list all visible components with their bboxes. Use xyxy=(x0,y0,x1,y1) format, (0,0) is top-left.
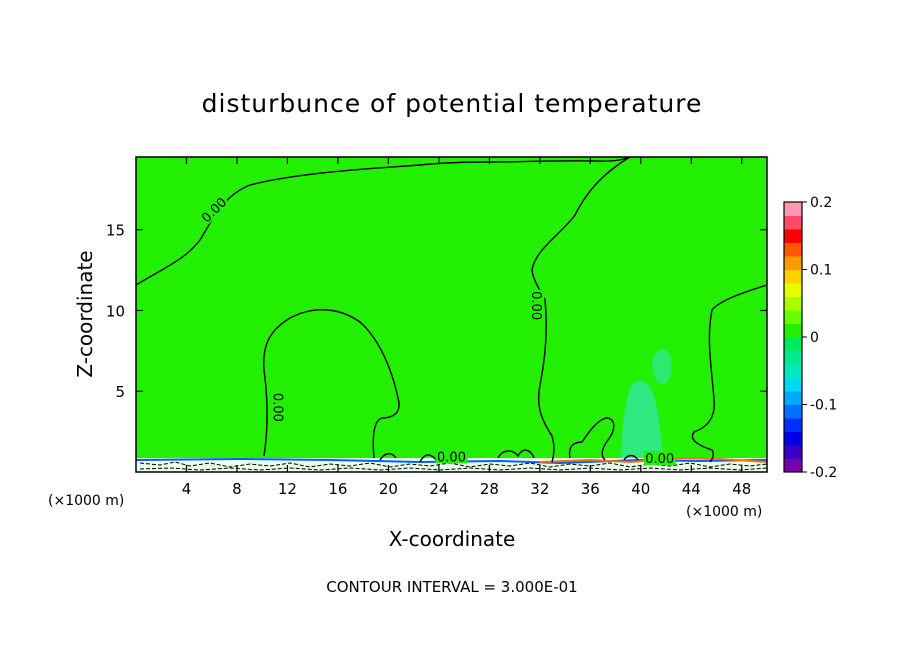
colorbar-tick-label: -0.2 xyxy=(810,465,837,481)
colorbar-swatch xyxy=(784,296,802,311)
surface-blue-line xyxy=(135,457,768,465)
colorbar-swatch xyxy=(784,269,802,284)
x-axis-title: X-coordinate xyxy=(389,527,516,551)
colorbar: 0.2 0.1 0 -0.1 -0.2 xyxy=(783,195,837,481)
colorbar-swatch xyxy=(784,256,802,270)
contour-center xyxy=(531,156,631,463)
y-axis-title: Z-coordinate xyxy=(73,250,97,377)
colorbar-swatch xyxy=(784,418,802,432)
colorbar-swatch xyxy=(784,445,802,459)
contour-label-bg xyxy=(530,289,545,322)
x-tick-label: 8 xyxy=(232,480,242,498)
colorbar-swatch xyxy=(784,431,802,446)
contour-label-bg xyxy=(435,449,468,464)
y-tick-label: 5 xyxy=(115,383,125,401)
colorbar-tick-label: 0.2 xyxy=(810,195,832,211)
x-unit-label-right: (×1000 m) xyxy=(686,504,762,520)
colorbar-swatch xyxy=(784,377,802,392)
colorbar-swatch xyxy=(784,283,802,297)
contour-lobe xyxy=(568,417,615,461)
surface-layer xyxy=(135,456,768,472)
colorbar-swatch xyxy=(784,337,802,351)
contour-label-text: 0.00 xyxy=(645,452,674,467)
y-tick-label: 15 xyxy=(106,222,125,240)
contour-upper-left xyxy=(135,156,631,286)
colorbar-swatch xyxy=(784,350,802,365)
x-tick-label: 40 xyxy=(631,480,650,498)
contour-label: 0.00 xyxy=(269,391,286,424)
x-tick-label: 16 xyxy=(328,480,347,498)
negative-region xyxy=(620,380,664,470)
contour-ground-ripple xyxy=(379,449,639,463)
contour-label-text: 0.00 xyxy=(269,393,284,422)
contour-label: 0.00 xyxy=(528,289,545,322)
colorbar-swatch xyxy=(784,242,802,257)
colorbar-tick-label: 0 xyxy=(810,330,819,346)
y-tick-label: 10 xyxy=(106,302,125,320)
x-tick-label: 28 xyxy=(480,480,499,498)
colorbar-swatch xyxy=(784,364,802,378)
contour-label-bg xyxy=(197,193,230,226)
x-tick-label: 20 xyxy=(379,480,398,498)
contour-label-bg xyxy=(643,451,676,466)
colorbar-swatch xyxy=(784,229,802,243)
x-tick-label: 36 xyxy=(581,480,600,498)
colorbar-swatch xyxy=(784,202,802,216)
contour-label-text: 0.00 xyxy=(437,450,466,465)
colorbar-swatch xyxy=(784,310,802,324)
contour-interval-note: CONTOUR INTERVAL = 3.000E-01 xyxy=(326,578,577,596)
contour-bubble xyxy=(263,309,400,459)
colorbar-tick-label: 0.1 xyxy=(810,263,832,279)
colorbar-tick-label: -0.1 xyxy=(810,398,837,414)
colorbar-swatch xyxy=(784,215,802,230)
plot-area: 0.000.000.000.00 0.00 xyxy=(135,156,768,473)
x-unit-label-left: (×1000 m) xyxy=(48,493,124,509)
x-tick-label: 48 xyxy=(732,480,751,498)
x-tick-label: 44 xyxy=(682,480,701,498)
zero-contours xyxy=(135,156,768,463)
plot-background xyxy=(136,157,767,472)
colorbar-swatch xyxy=(784,323,802,338)
x-tick-label: 32 xyxy=(530,480,549,498)
contour-label: 0.00 xyxy=(435,449,468,465)
contour-label-text: 0.00 xyxy=(528,291,543,320)
contour-labels: 0.000.000.000.00 0.00 xyxy=(197,193,676,467)
x-tick-label: 24 xyxy=(429,480,448,498)
colorbar-swatch xyxy=(784,391,802,405)
chart-title: disturbunce of potential temperature xyxy=(202,89,703,118)
contour-label: 0.00 xyxy=(643,451,676,467)
x-tick-label: 12 xyxy=(278,480,297,498)
plot-frame xyxy=(135,156,768,473)
colorbar-swatch xyxy=(784,404,802,419)
x-tick-label: 4 xyxy=(182,480,192,498)
x-axis: 4 8 12 16 20 24 28 32 36 40 44 48 xyxy=(182,157,751,498)
contour-right xyxy=(691,284,768,463)
y-axis: 5 10 15 xyxy=(106,222,767,401)
negative-region-small xyxy=(652,349,672,385)
contour-label-bg xyxy=(271,391,286,424)
colorbar-swatch xyxy=(784,458,802,473)
